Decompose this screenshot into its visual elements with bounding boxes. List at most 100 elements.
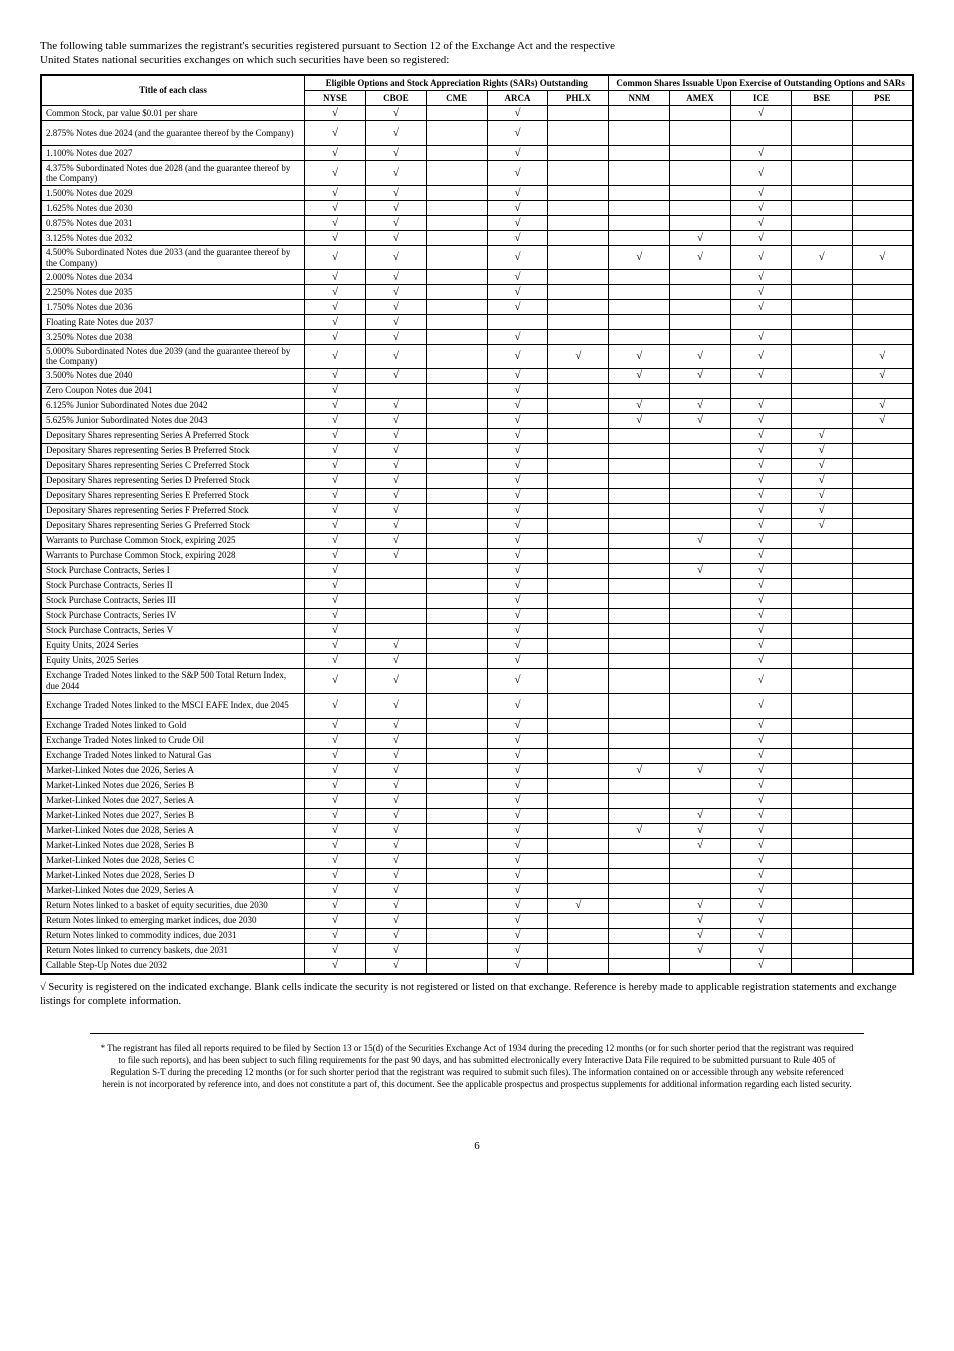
- row-mark: [670, 693, 731, 718]
- row-mark: [548, 458, 609, 473]
- row-mark: [791, 548, 852, 563]
- row-mark: √: [791, 503, 852, 518]
- row-mark: [609, 314, 670, 329]
- row-label: Stock Purchase Contracts, Series I: [41, 563, 305, 578]
- row-mark: √: [487, 958, 548, 974]
- row-mark: [487, 314, 548, 329]
- row-mark: √: [730, 808, 791, 823]
- table-row: Exchange Traded Notes linked to the MSCI…: [41, 693, 913, 718]
- row-mark: √: [305, 201, 366, 216]
- row-mark: [791, 793, 852, 808]
- row-mark: [670, 314, 731, 329]
- row-mark: [609, 488, 670, 503]
- row-mark: [365, 608, 426, 623]
- row-mark: √: [487, 146, 548, 161]
- row-mark: [609, 733, 670, 748]
- row-mark: √: [487, 883, 548, 898]
- row-mark: √: [791, 428, 852, 443]
- row-mark: √: [305, 578, 366, 593]
- row-mark: [791, 161, 852, 186]
- row-mark: [426, 578, 487, 593]
- row-mark: √: [487, 269, 548, 284]
- table-row: Return Notes linked to emerging market i…: [41, 913, 913, 928]
- row-mark: √: [730, 778, 791, 793]
- table-row: 5.000% Subordinated Notes due 2039 (and …: [41, 344, 913, 368]
- row-mark: √: [305, 216, 366, 231]
- row-mark: √: [365, 733, 426, 748]
- row-mark: √: [730, 548, 791, 563]
- row-mark: [426, 329, 487, 344]
- row-mark: [730, 314, 791, 329]
- row-label: Zero Coupon Notes due 2041: [41, 383, 305, 398]
- row-mark: [548, 269, 609, 284]
- row-mark: [852, 146, 913, 161]
- row-mark: √: [730, 668, 791, 693]
- row-mark: √: [487, 868, 548, 883]
- row-mark: [791, 733, 852, 748]
- row-mark: [852, 578, 913, 593]
- row-label: 1.750% Notes due 2036: [41, 299, 305, 314]
- row-mark: [548, 718, 609, 733]
- row-mark: √: [365, 943, 426, 958]
- row-mark: [852, 653, 913, 668]
- table-row: Exchange Traded Notes linked to the S&P …: [41, 668, 913, 693]
- row-mark: √: [852, 344, 913, 368]
- row-mark: √: [487, 299, 548, 314]
- row-label: Floating Rate Notes due 2037: [41, 314, 305, 329]
- row-mark: [426, 231, 487, 246]
- row-mark: [609, 443, 670, 458]
- row-mark: √: [365, 913, 426, 928]
- row-label: Stock Purchase Contracts, Series IV: [41, 608, 305, 623]
- row-label: 1.500% Notes due 2029: [41, 186, 305, 201]
- row-mark: √: [365, 458, 426, 473]
- row-mark: [670, 638, 731, 653]
- row-mark: √: [670, 928, 731, 943]
- row-mark: [609, 121, 670, 146]
- row-mark: [791, 638, 852, 653]
- row-mark: √: [305, 638, 366, 653]
- row-mark: [609, 216, 670, 231]
- row-mark: [609, 299, 670, 314]
- table-row: Depositary Shares representing Series A …: [41, 428, 913, 443]
- row-label: 0.875% Notes due 2031: [41, 216, 305, 231]
- row-mark: [548, 246, 609, 270]
- table-row: Market-Linked Notes due 2026, Series A√√…: [41, 763, 913, 778]
- table-row: 1.100% Notes due 2027√√√√: [41, 146, 913, 161]
- row-label: Return Notes linked to emerging market i…: [41, 913, 305, 928]
- row-mark: √: [365, 533, 426, 548]
- row-mark: [548, 763, 609, 778]
- row-mark: √: [487, 186, 548, 201]
- row-mark: [852, 548, 913, 563]
- table-row: 1.625% Notes due 2030√√√√: [41, 201, 913, 216]
- row-mark: √: [487, 284, 548, 299]
- row-mark: √: [487, 201, 548, 216]
- row-mark: [426, 928, 487, 943]
- row-mark: [852, 329, 913, 344]
- row-mark: [791, 368, 852, 383]
- table-row: Warrants to Purchase Common Stock, expir…: [41, 548, 913, 563]
- row-mark: √: [548, 344, 609, 368]
- row-mark: [730, 121, 791, 146]
- row-label: Market-Linked Notes due 2028, Series C: [41, 853, 305, 868]
- row-mark: √: [365, 368, 426, 383]
- row-mark: √: [487, 368, 548, 383]
- page-root: The following table summarizes the regis…: [0, 0, 954, 1152]
- row-mark: √: [487, 693, 548, 718]
- row-mark: [852, 748, 913, 763]
- row-mark: √: [487, 623, 548, 638]
- row-mark: [548, 299, 609, 314]
- row-mark: [791, 943, 852, 958]
- row-mark: √: [670, 533, 731, 548]
- row-mark: √: [487, 413, 548, 428]
- row-mark: √: [670, 898, 731, 913]
- row-mark: √: [730, 106, 791, 121]
- row-label: 1.625% Notes due 2030: [41, 201, 305, 216]
- row-mark: √: [365, 428, 426, 443]
- row-mark: [670, 608, 731, 623]
- row-mark: √: [365, 748, 426, 763]
- table-row: Market-Linked Notes due 2028, Series A√√…: [41, 823, 913, 838]
- row-mark: √: [305, 733, 366, 748]
- row-mark: √: [305, 883, 366, 898]
- row-mark: [426, 428, 487, 443]
- row-mark: [609, 913, 670, 928]
